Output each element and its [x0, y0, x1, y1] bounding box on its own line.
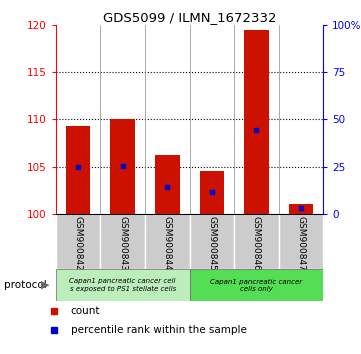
Text: GSM900843: GSM900843: [118, 216, 127, 271]
Bar: [145, 214, 190, 269]
Bar: [190, 214, 234, 269]
Text: Capan1 pancreatic cancer
cells only: Capan1 pancreatic cancer cells only: [210, 278, 303, 292]
Text: GSM900847: GSM900847: [296, 216, 305, 271]
Text: Capan1 pancreatic cancer cell
s exposed to PS1 stellate cells: Capan1 pancreatic cancer cell s exposed …: [69, 278, 176, 292]
Title: GDS5099 / ILMN_1672332: GDS5099 / ILMN_1672332: [103, 11, 276, 24]
Text: GSM900845: GSM900845: [207, 216, 216, 271]
Text: count: count: [71, 306, 100, 316]
Bar: [155, 154, 179, 214]
Bar: [66, 126, 91, 214]
Text: protocol: protocol: [4, 280, 46, 290]
Bar: [244, 29, 269, 214]
Bar: [288, 204, 313, 214]
Text: GSM900846: GSM900846: [252, 216, 261, 271]
Bar: [110, 119, 135, 214]
Bar: [56, 214, 100, 269]
Text: percentile rank within the sample: percentile rank within the sample: [71, 325, 247, 335]
Bar: [100, 214, 145, 269]
Bar: [279, 214, 323, 269]
Bar: [200, 171, 224, 214]
Text: GSM900844: GSM900844: [163, 216, 172, 270]
Bar: [190, 269, 323, 301]
Bar: [56, 269, 190, 301]
Bar: [234, 214, 279, 269]
Text: GSM900842: GSM900842: [74, 216, 83, 270]
Text: ▶: ▶: [41, 280, 49, 290]
